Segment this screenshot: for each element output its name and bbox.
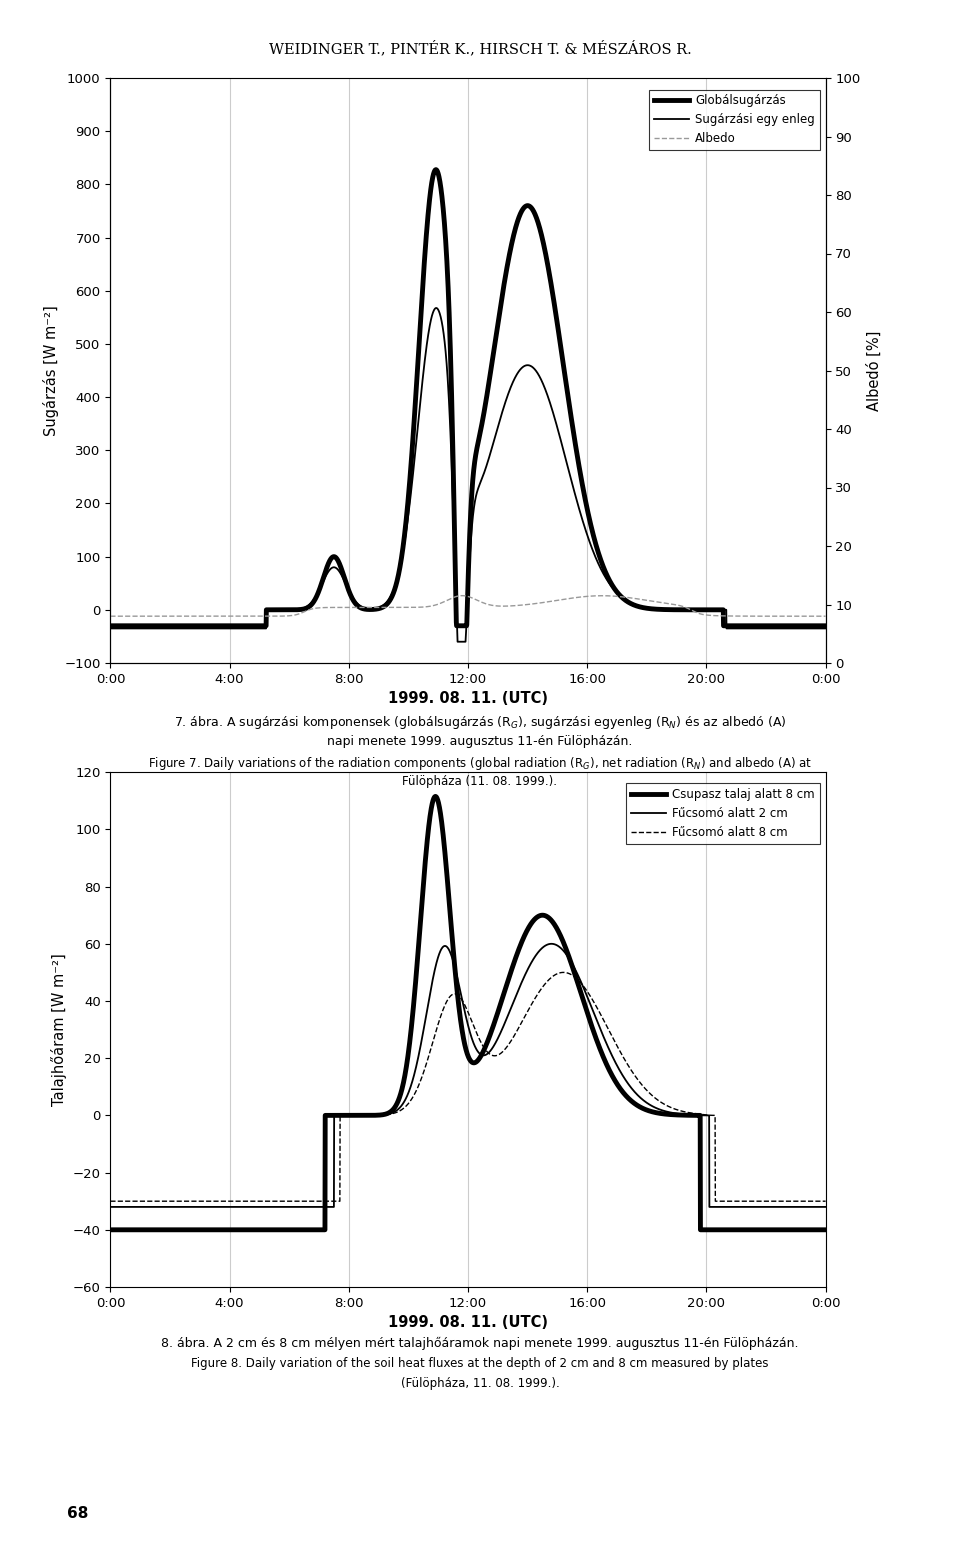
Text: 7. ábra. A sugárzási komponensek (globálsugárzás (R$_G$), sugárzási egyenleg (R$: 7. ábra. A sugárzási komponensek (globál… [174, 714, 786, 732]
X-axis label: 1999. 08. 11. (UTC): 1999. 08. 11. (UTC) [388, 1315, 548, 1331]
Text: (Fülöpháza, 11. 08. 1999.).: (Fülöpháza, 11. 08. 1999.). [400, 1377, 560, 1390]
Text: Fülöpháza (11. 08. 1999.).: Fülöpháza (11. 08. 1999.). [402, 775, 558, 788]
X-axis label: 1999. 08. 11. (UTC): 1999. 08. 11. (UTC) [388, 691, 548, 707]
Text: WEIDINGER T., PINTÉR K., HIRSCH T. & MÉSZÁROS R.: WEIDINGER T., PINTÉR K., HIRSCH T. & MÉS… [269, 41, 691, 56]
Text: 68: 68 [67, 1505, 88, 1521]
Y-axis label: Sugárzás [W m⁻²]: Sugárzás [W m⁻²] [43, 306, 59, 435]
Text: napi menete 1999. augusztus 11-én Fülöpházán.: napi menete 1999. augusztus 11-én Fülöph… [327, 735, 633, 747]
Y-axis label: Albedó [%]: Albedó [%] [866, 331, 881, 410]
Y-axis label: Talajhőáram [W m⁻²]: Talajhőáram [W m⁻²] [51, 953, 67, 1106]
Legend: Csupasz talaj alatt 8 cm, Fűcsomó alatt 2 cm, Fűcsomó alatt 8 cm: Csupasz talaj alatt 8 cm, Fűcsomó alatt … [626, 783, 820, 844]
Text: 8. ábra. A 2 cm és 8 cm mélyen mért talajhőáramok napi menete 1999. augusztus 11: 8. ábra. A 2 cm és 8 cm mélyen mért tala… [161, 1337, 799, 1349]
Text: Figure 8. Daily variation of the soil heat fluxes at the depth of 2 cm and 8 cm : Figure 8. Daily variation of the soil he… [191, 1357, 769, 1370]
Text: Figure 7. Daily variations of the radiation components (global radiation (R$_G$): Figure 7. Daily variations of the radiat… [148, 755, 812, 772]
Legend: Globálsugárzás, Sugárzási egy enleg, Albedo: Globálsugárzás, Sugárzási egy enleg, Alb… [649, 90, 820, 150]
